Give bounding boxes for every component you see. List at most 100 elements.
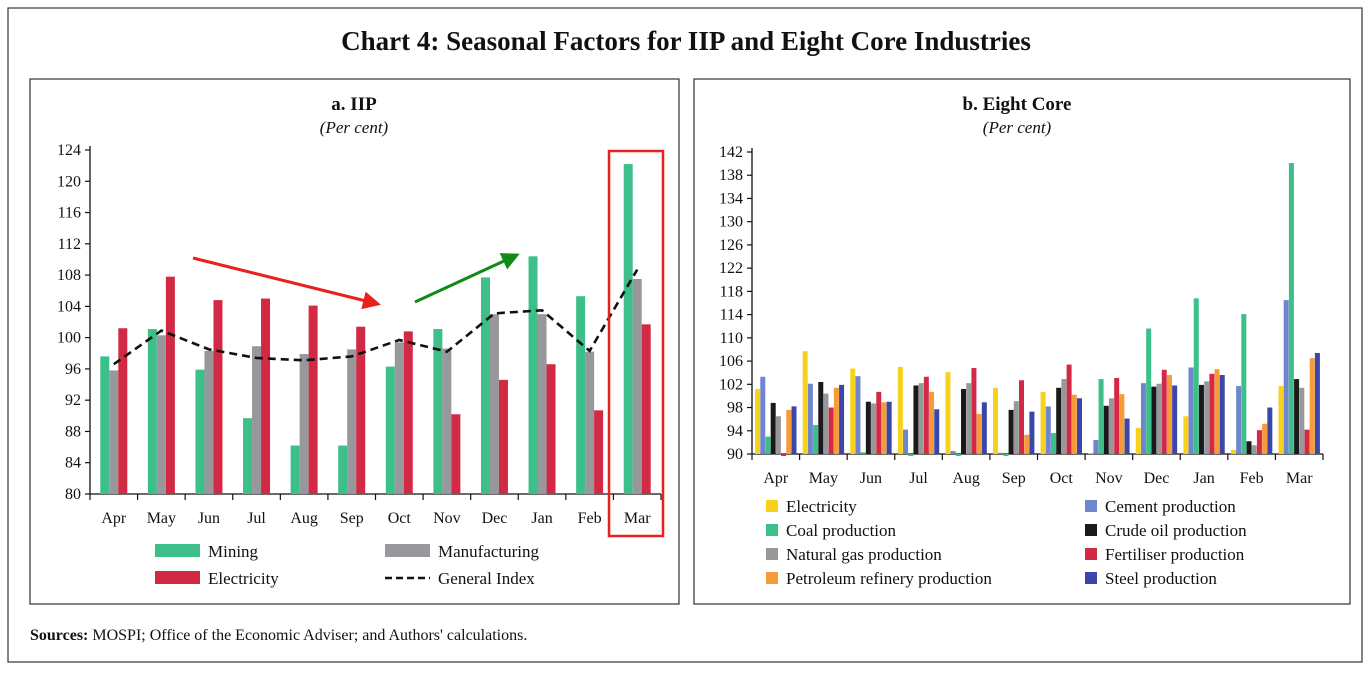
bar-crude-oil-production [1294, 379, 1300, 454]
y-tick-label: 114 [720, 307, 743, 324]
bar-petroleum-refinery-production [1309, 358, 1315, 454]
bar-fertiliser-production [1114, 377, 1120, 454]
x-tick-label: Jun [198, 510, 220, 527]
bar-cement-production [1140, 383, 1146, 454]
bar-electricity [403, 331, 413, 494]
bar-electricity [945, 372, 951, 454]
y-tick-label: 108 [57, 267, 81, 284]
bar-coal-production [860, 452, 866, 454]
y-tick-label: 100 [57, 330, 81, 347]
legend-label: Natural gas production [786, 545, 942, 564]
panel-a-title: a. IIP [331, 94, 377, 115]
legend-swatch [1085, 572, 1097, 584]
legend-swatch [766, 572, 778, 584]
bar-natural-gas-production [1108, 398, 1114, 454]
legend-label: Electricity [786, 497, 857, 516]
bar-fertiliser-production [781, 454, 787, 456]
bar-electricity [1040, 391, 1046, 454]
y-tick-label: 120 [57, 173, 81, 190]
bar-cement-production [1283, 300, 1289, 454]
bar-petroleum-refinery-production [929, 391, 935, 454]
bar-manufacturing [442, 348, 452, 494]
bar-electricity [1278, 386, 1284, 454]
bar-coal-production [1050, 433, 1056, 454]
bar-crude-oil-production [1008, 409, 1014, 454]
legend-label: Fertiliser production [1105, 545, 1245, 564]
figure-title: Chart 4: Seasonal Factors for IIP and Ei… [341, 26, 1031, 56]
sources-text: MOSPI; Office of the Economic Adviser; a… [92, 627, 527, 644]
bar-fertiliser-production [1256, 430, 1262, 454]
bar-coal-production [955, 454, 961, 456]
bar-fertiliser-production [828, 407, 834, 454]
y-tick-label: 94 [727, 423, 743, 440]
x-tick-label: Sep [340, 510, 364, 527]
panel-a-border [29, 78, 680, 605]
bar-mining [243, 418, 253, 494]
x-tick-label: Jan [1193, 470, 1214, 487]
legend-label: Cement production [1105, 497, 1236, 516]
bar-coal-production [1003, 454, 1009, 456]
bar-electricity [993, 387, 999, 454]
y-tick-label: 102 [719, 376, 743, 393]
bar-steel-production [886, 401, 892, 454]
bar-petroleum-refinery-production [1166, 375, 1172, 454]
bar-cement-production [1188, 367, 1194, 454]
x-tick-label: Jan [531, 510, 552, 527]
bar-coal-production [813, 424, 819, 454]
y-tick-label: 110 [720, 330, 743, 347]
bar-electricity [118, 328, 128, 494]
bar-mining [338, 445, 348, 494]
bar-manufacturing [347, 349, 357, 494]
x-tick-label: Feb [1240, 470, 1264, 487]
x-tick-label: Jun [860, 470, 882, 487]
bar-electricity [498, 379, 508, 494]
x-tick-label: Jul [247, 510, 266, 527]
bar-petroleum-refinery-production [833, 387, 839, 454]
y-tick-label: 84 [65, 455, 81, 472]
green-trend-arrow [414, 253, 520, 304]
bar-fertiliser-production [1161, 369, 1167, 454]
bar-petroleum-refinery-production [1071, 394, 1077, 454]
bar-coal-production [1146, 328, 1152, 454]
bar-mining [147, 329, 157, 494]
bar-petroleum-refinery-production [1214, 369, 1220, 454]
bar-cement-production [903, 429, 909, 454]
bar-cement-production [1093, 440, 1099, 454]
x-tick-label: Jul [909, 470, 928, 487]
x-tick-label: Nov [1095, 470, 1123, 487]
march-highlight-box [607, 149, 665, 538]
panel-b-border [693, 78, 1351, 605]
y-tick-label: 90 [727, 446, 743, 463]
legend-swatch [1085, 524, 1097, 536]
bar-mining [528, 256, 538, 494]
y-tick-label: 134 [719, 190, 743, 207]
legend-label: Manufacturing [438, 542, 540, 561]
eight-core-plot: 90 94 98 102 106 110 114 118 122 126 130 134 138 142 A… [719, 144, 1324, 487]
x-tick-label: Aug [952, 470, 980, 487]
panel-b-subtitle: (Per cent) [983, 118, 1052, 137]
bar-petroleum-refinery-production [1024, 434, 1030, 454]
bar-electricity [356, 326, 366, 494]
bar-coal-production [1193, 298, 1199, 454]
bar-coal-production [1288, 163, 1294, 455]
bar-mining [195, 369, 205, 494]
bar-natural-gas-production [1061, 379, 1067, 454]
bar-steel-production [839, 384, 845, 454]
bar-cement-production [998, 452, 1004, 454]
bar-mining [385, 366, 395, 494]
bar-manufacturing [585, 351, 595, 494]
bar-crude-oil-production [1151, 386, 1157, 454]
bar-steel-production [1219, 375, 1225, 454]
bar-mining [480, 277, 490, 494]
bar-electricity [594, 410, 604, 494]
bar-mining [623, 164, 633, 494]
bar-mining [576, 296, 586, 494]
bar-manufacturing [156, 335, 166, 494]
panel-a-subtitle: (Per cent) [320, 118, 389, 137]
x-tick-label: May [147, 510, 176, 527]
bar-steel-production [1029, 411, 1035, 454]
bar-crude-oil-production [1056, 387, 1062, 454]
outer-border [7, 7, 1363, 663]
bar-petroleum-refinery-production [976, 413, 982, 454]
